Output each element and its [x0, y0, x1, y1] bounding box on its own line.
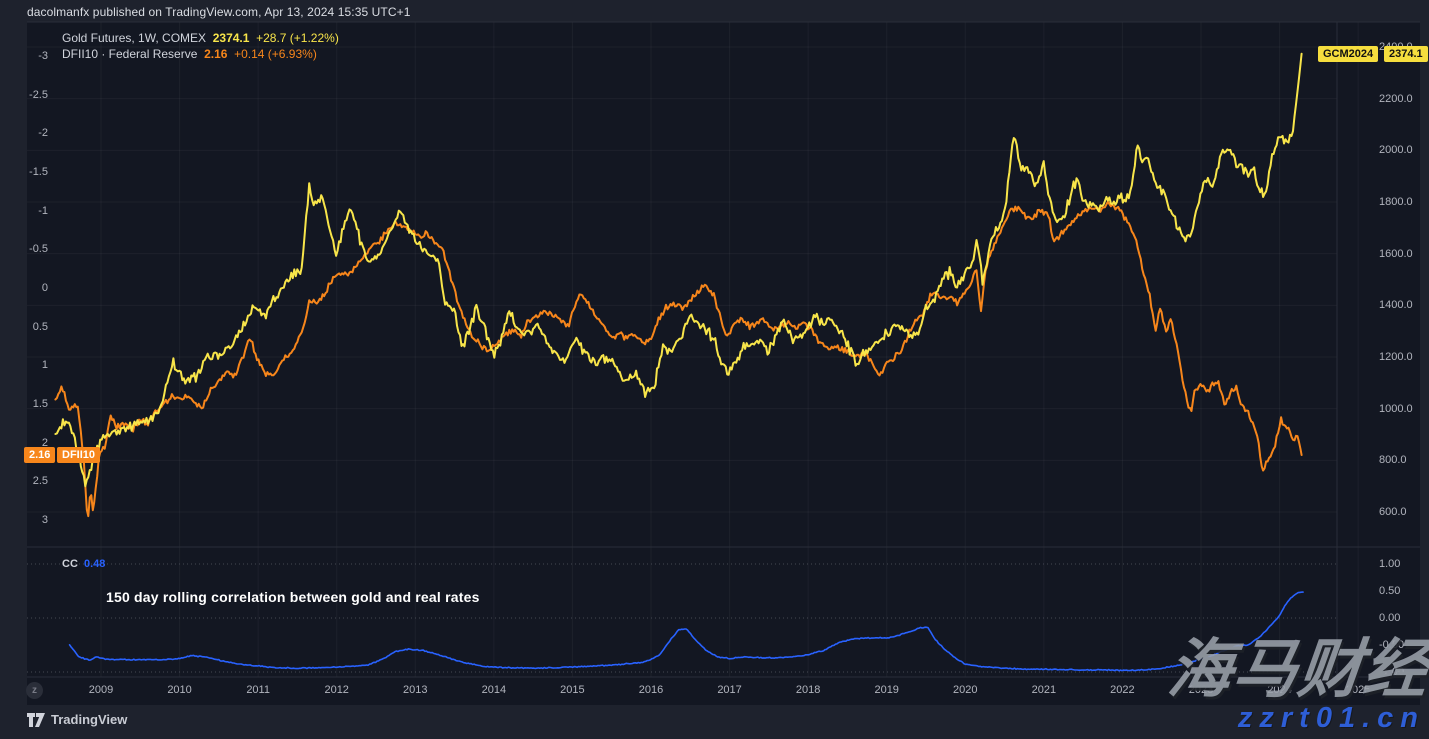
- time-axis-tick: 2011: [246, 684, 270, 696]
- right-axis-tick: 2000.0: [1379, 144, 1413, 157]
- left-axis-tick: 1.5: [32, 398, 48, 410]
- right-axis-tick: 2200.0: [1379, 92, 1413, 105]
- gold-price-badge-ticker: GCM2024: [1318, 46, 1379, 62]
- left-axis-tick: 0.5: [32, 320, 48, 333]
- right-axis-tick: 1600.0: [1379, 247, 1413, 260]
- legend-dfii-value: 2.16: [204, 47, 228, 61]
- correlation-axis-tick: 1.00: [1379, 558, 1401, 570]
- gold-price-badge-value: 2374.1: [1384, 46, 1428, 62]
- tradingview-logo-link[interactable]: TradingView: [27, 712, 127, 727]
- left-axis-tick: -3: [38, 50, 48, 62]
- cc-indicator-value: 0.48: [84, 558, 106, 570]
- timezone-button[interactable]: z: [26, 682, 43, 699]
- watermark-url: zzrt01.cn: [1237, 702, 1425, 734]
- legend-row-dfii[interactable]: DFII10 · Federal Reserve 2.16 +0.14 (+6.…: [62, 47, 317, 61]
- left-axis-tick: 2: [41, 436, 48, 449]
- time-axis-tick: 2014: [481, 684, 507, 696]
- correlation-annotation: 150 day rolling correlation between gold…: [106, 589, 480, 605]
- timezone-glyph: z: [32, 685, 37, 696]
- correlation-axis-tick: -0.50: [1379, 639, 1405, 651]
- time-axis-tick: 2025: [1345, 684, 1371, 696]
- right-axis-tick: 1000.0: [1379, 402, 1413, 415]
- tradingview-brand-text: TradingView: [51, 712, 128, 727]
- right-axis-tick: 600.0: [1379, 506, 1407, 518]
- cc-indicator-label[interactable]: CC: [62, 558, 78, 570]
- time-axis-tick: 2015: [560, 684, 585, 696]
- right-axis-tick: 1200.0: [1379, 351, 1413, 363]
- dfii-price-badge-ticker: DFII10: [57, 447, 101, 463]
- legend-dfii-name: DFII10 · Federal Reserve: [62, 47, 198, 61]
- time-axis-tick: 2013: [403, 684, 428, 696]
- time-axis-tick: 2009: [88, 684, 114, 696]
- left-axis-tick: -2: [38, 127, 48, 140]
- left-axis-tick: 0: [41, 282, 48, 294]
- time-axis-tick: 2016: [638, 684, 664, 696]
- correlation-axis-tick: 0.50: [1379, 585, 1401, 597]
- left-axis-tick: 3: [41, 514, 48, 526]
- time-axis-tick: 2012: [324, 684, 349, 696]
- left-axis-tick: 1: [41, 359, 48, 372]
- tradingview-logo-icon: [27, 712, 45, 727]
- time-axis-tick: 2017: [717, 684, 742, 696]
- legend-gold-change: +28.7 (+1.22%): [256, 31, 339, 45]
- watermark-chinese: 海马财经: [1164, 633, 1429, 705]
- left-axis-tick: -0.5: [29, 243, 48, 256]
- right-axis-tick: 1800.0: [1379, 196, 1413, 208]
- time-axis-tick: 2021: [1031, 684, 1057, 696]
- right-axis-tick: 800.0: [1379, 454, 1407, 467]
- legend-row-gold[interactable]: Gold Futures, 1W, COMEX 2374.1 +28.7 (+1…: [62, 31, 339, 45]
- dfii-price-badge-value: 2.16: [24, 447, 56, 463]
- time-axis-tick: 2010: [167, 684, 192, 696]
- left-axis-tick: -1.5: [29, 166, 48, 178]
- legend-gold-name: Gold Futures, 1W, COMEX: [62, 31, 207, 45]
- left-axis-tick: -2.5: [29, 88, 48, 101]
- publish-attribution: dacolmanfx published on TradingView.com,…: [27, 5, 411, 19]
- legend-gold-value: 2374.1: [212, 31, 250, 45]
- correlation-axis-tick: 0.00: [1379, 612, 1401, 624]
- left-axis-tick: -1: [38, 204, 48, 217]
- left-axis-tick: 2.5: [32, 475, 48, 488]
- legend-dfii-change: +0.14 (+6.93%): [234, 47, 317, 61]
- time-axis-tick: 2024: [1267, 684, 1292, 696]
- time-axis-tick: 2023: [1188, 684, 1214, 696]
- time-axis-tick: 2019: [874, 684, 899, 696]
- time-axis-tick: 2020: [953, 684, 978, 696]
- time-axis-tick: 2022: [1110, 684, 1135, 696]
- time-axis-tick: 2018: [795, 684, 821, 696]
- correlation-axis-tick: -1.00: [1379, 666, 1405, 678]
- right-axis-tick: 1400.0: [1379, 299, 1413, 312]
